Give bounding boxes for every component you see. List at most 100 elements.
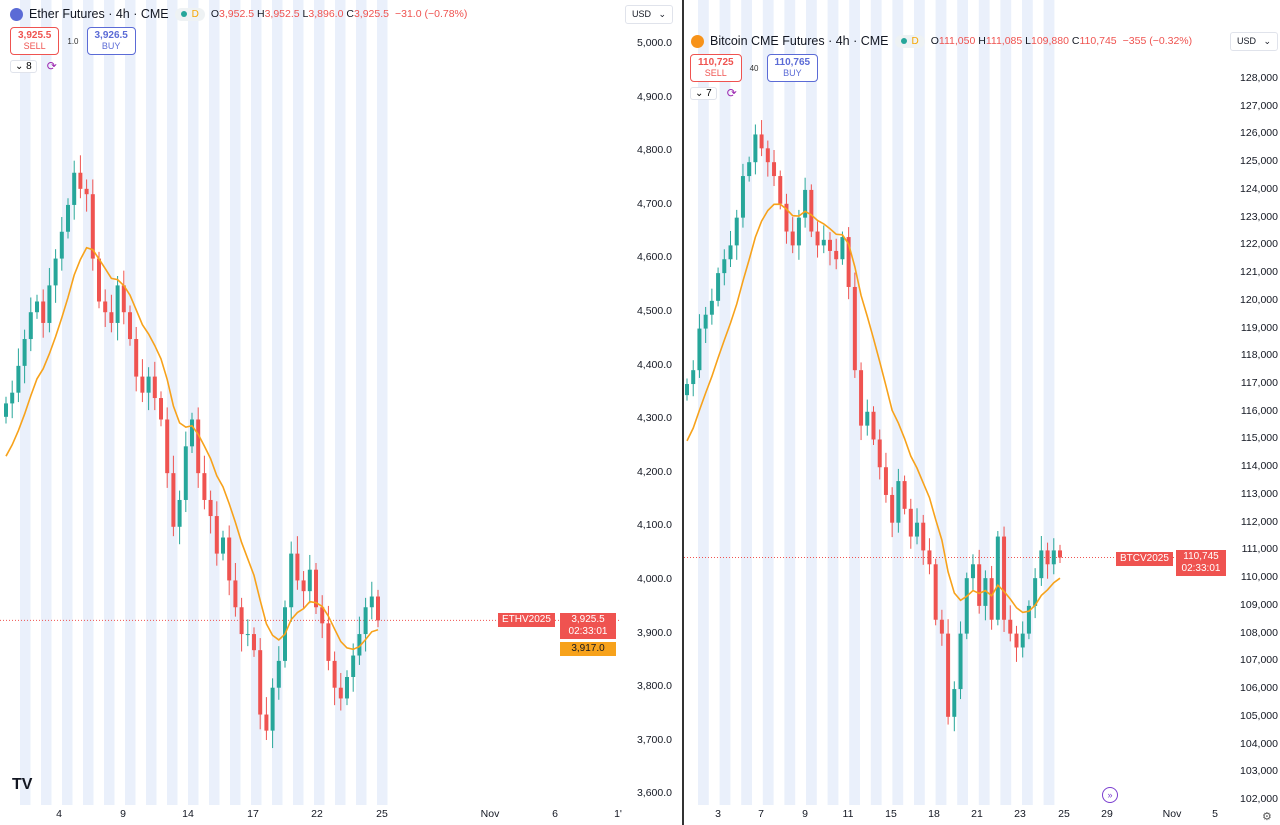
session-band [827, 0, 839, 805]
candle [289, 553, 294, 608]
sync-icon[interactable]: ⟳ [46, 59, 57, 73]
candle [4, 403, 8, 417]
candle [171, 473, 176, 527]
time-tick: 21 [971, 808, 983, 820]
currency-select[interactable]: USD ⌄ [1230, 32, 1278, 51]
candle [140, 376, 145, 393]
time-tick: Nov [480, 808, 500, 820]
open-value: 3,952.5 [219, 8, 255, 20]
candle [958, 633, 963, 690]
price-tick: 109,000 [1240, 598, 1278, 611]
buy-button[interactable]: 110,765 BUY [766, 54, 819, 82]
candle [784, 203, 789, 232]
candle [834, 250, 839, 260]
close-value: 110,745 [1079, 35, 1117, 47]
scroll-to-realtime-icon[interactable]: » [1102, 787, 1118, 803]
sell-button[interactable]: 110,725 SELL [690, 54, 742, 82]
sell-button[interactable]: 3,925.5 SELL [10, 27, 60, 55]
ohlc-values: O111,050 H111,085 L109,880 C110,745 [930, 35, 1117, 47]
candle [709, 300, 714, 315]
candle [332, 660, 337, 688]
session-band [335, 0, 346, 805]
session-band [719, 0, 731, 805]
session-band [41, 0, 52, 805]
candle [846, 237, 851, 287]
candle [363, 607, 368, 635]
candle [97, 258, 101, 302]
symbol-title[interactable]: Bitcoin CME Futures · 4h · CME [710, 34, 889, 48]
tradingview-logo[interactable]: TV [12, 776, 33, 793]
candle [703, 314, 708, 329]
ticker-label: ETHV2025 [498, 613, 555, 627]
session-band [806, 0, 817, 805]
candle [233, 580, 238, 608]
candle [809, 189, 814, 232]
candle [109, 312, 114, 323]
ohlc-values: O3,952.5 H3,952.5 L3,896.0 C3,925.5 [210, 8, 389, 20]
candle [146, 376, 151, 393]
candle [685, 384, 689, 396]
settings-icon[interactable]: ⚙ [1262, 811, 1272, 823]
price-tick: 116,000 [1240, 404, 1278, 417]
price-tick: 123,000 [1240, 210, 1278, 223]
spread-value: 40 [749, 63, 759, 73]
candle [66, 204, 70, 232]
candle [952, 689, 957, 717]
candle [314, 569, 318, 608]
high-value: 111,085 [985, 35, 1023, 47]
candle [896, 481, 901, 523]
chevron-down-icon: ⌄ [658, 9, 666, 19]
candle [190, 419, 194, 447]
candle [90, 194, 95, 259]
candle [128, 312, 132, 340]
currency-select[interactable]: USD ⌄ [625, 5, 673, 24]
price-tick: 114,000 [1240, 460, 1278, 473]
bitcoin-chart-pane[interactable]: Bitcoin CME Futures · 4h · CME D O111,05… [682, 0, 1280, 825]
candle [276, 660, 281, 688]
candle [815, 231, 820, 246]
interval-badge[interactable]: D [894, 34, 925, 48]
session-band [892, 0, 904, 805]
candle [196, 419, 201, 474]
candle [369, 596, 374, 608]
session-band [377, 0, 388, 805]
candle [983, 578, 988, 606]
indicators-toggle[interactable]: ⌄ 8 [10, 59, 37, 73]
symbol-title[interactable]: Ether Futures · 4h · CME [29, 7, 169, 21]
session-band [741, 0, 752, 805]
bitcoin-candlestick-chart[interactable] [684, 0, 1280, 825]
bar-countdown: 02:33:01 [1181, 563, 1221, 574]
candle [871, 411, 876, 440]
price-tick: 4,600.0 [636, 251, 672, 264]
currency-label: USD [1237, 36, 1257, 46]
candle [946, 633, 951, 717]
candle [10, 392, 15, 404]
price-tick: 127,000 [1240, 99, 1278, 112]
interval-badge[interactable]: D [174, 7, 205, 21]
low-value: 109,880 [1031, 35, 1069, 47]
candle [264, 714, 269, 731]
buy-button[interactable]: 3,926.5 BUY [86, 27, 136, 55]
candle [320, 607, 325, 624]
session-band [914, 0, 925, 805]
candle [84, 188, 89, 195]
session-band [104, 0, 115, 805]
candle [345, 676, 349, 699]
candle [134, 339, 139, 377]
price-tick: 5,000.0 [636, 37, 672, 49]
price-tick: 4,300.0 [636, 412, 672, 425]
candle [734, 217, 739, 246]
candle [790, 231, 795, 246]
sync-icon[interactable]: ⟳ [726, 86, 737, 100]
candle [890, 494, 895, 523]
session-band [188, 0, 199, 805]
indicators-toggle[interactable]: ⌄ 7 [690, 86, 717, 100]
time-tick: 9 [120, 808, 126, 820]
session-band [1043, 0, 1055, 805]
ether-chart-pane[interactable]: Ether Futures · 4h · CME D O3,952.5 H3,9… [0, 0, 680, 825]
candle [827, 239, 832, 251]
candle [183, 446, 188, 500]
price-tick: 126,000 [1240, 127, 1278, 140]
time-tick: 14 [182, 808, 194, 820]
ether-candlestick-chart[interactable] [0, 0, 680, 825]
